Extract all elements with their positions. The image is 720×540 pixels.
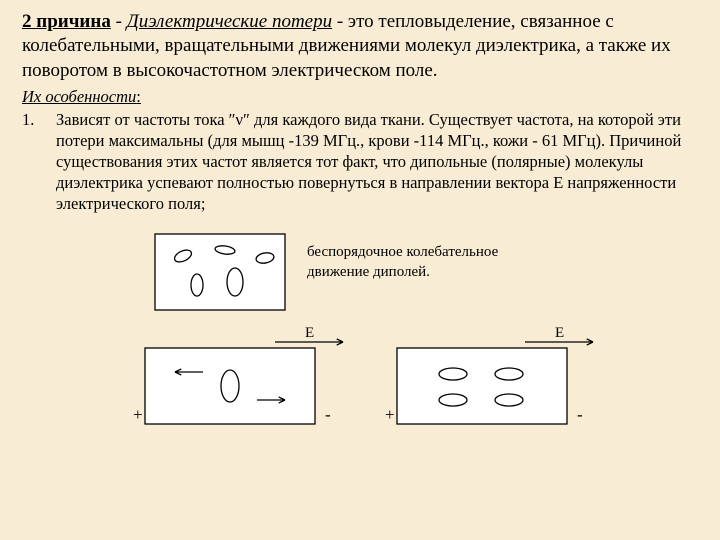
list-item-body: Зависят от частоты тока ″ν″ для каждого … bbox=[56, 109, 698, 215]
svg-text:-: - bbox=[325, 405, 331, 424]
features-label: Их особенности bbox=[22, 87, 136, 106]
svg-text:-: - bbox=[577, 405, 583, 424]
svg-text:+: + bbox=[385, 405, 395, 424]
svg-text:беспорядочное колебательное: беспорядочное колебательное bbox=[307, 244, 499, 260]
svg-text:движение диполей.: движение диполей. bbox=[307, 264, 430, 280]
dipole-diagram: беспорядочное колебательное движение дипо… bbox=[125, 230, 595, 440]
intro-paragraph: 2 причина - Диэлектрические потери - это… bbox=[22, 10, 698, 83]
features-list: 1. Зависят от частоты тока ″ν″ для каждо… bbox=[22, 109, 698, 215]
features-heading: Их особенности: bbox=[22, 87, 698, 107]
list-item-number: 1. bbox=[22, 109, 56, 215]
slide-page: 2 причина - Диэлектрические потери - это… bbox=[0, 0, 720, 440]
features-colon: : bbox=[136, 87, 141, 106]
intro-lead: 2 причина bbox=[22, 11, 111, 32]
svg-text:+: + bbox=[133, 405, 143, 424]
svg-text:E: E bbox=[555, 325, 564, 341]
intro-dash: - bbox=[111, 11, 127, 32]
list-item-1: 1. Зависят от частоты тока ″ν″ для каждо… bbox=[22, 109, 698, 215]
svg-text:E: E bbox=[305, 325, 314, 341]
intro-term: Диэлектрические потери bbox=[127, 11, 332, 32]
